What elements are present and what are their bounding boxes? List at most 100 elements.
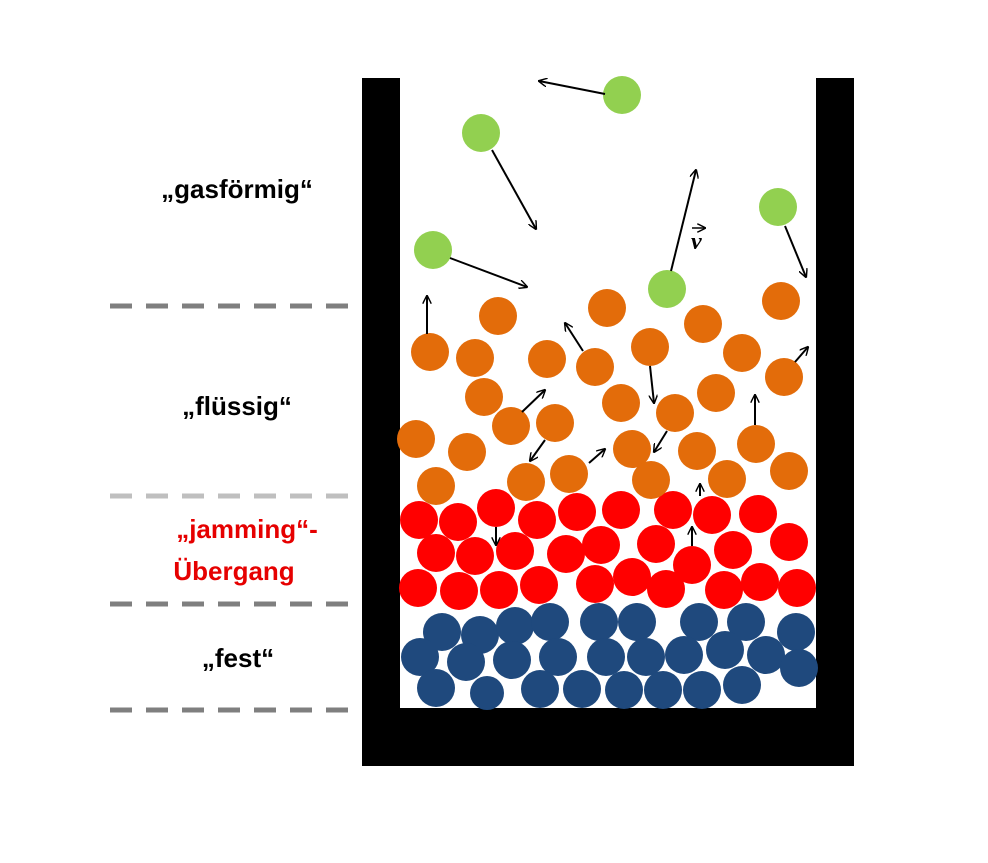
velocity-label: v [691, 229, 702, 255]
solid-particle [470, 676, 504, 710]
gas-velocity-arrow [784, 225, 806, 277]
jamming-particle [547, 535, 585, 573]
liquid-particle [737, 425, 775, 463]
liquid-particle [465, 378, 503, 416]
solid-particle [644, 671, 682, 709]
liquid-particle [678, 432, 716, 470]
liquid-particle [550, 455, 588, 493]
liquid-velocity-arrow [565, 323, 584, 352]
solid-particle [777, 613, 815, 651]
liquid-particle [528, 340, 566, 378]
jamming-particle [770, 523, 808, 561]
jamming-particle [480, 571, 518, 609]
jamming-particle [705, 571, 743, 609]
jamming-particle [440, 572, 478, 610]
jamming-particle [417, 534, 455, 572]
solid-particle [521, 670, 559, 708]
solid-particle [563, 670, 601, 708]
gas-particle [648, 270, 686, 308]
liquid-particle [411, 333, 449, 371]
solid-particle [706, 631, 744, 669]
gas-particle [414, 231, 452, 269]
jamming-particle [637, 525, 675, 563]
container-left-wall [362, 78, 400, 766]
jamming-particle [496, 532, 534, 570]
velocity-arrows [427, 81, 808, 546]
solid-particle [727, 603, 765, 641]
jamming-particle [399, 569, 437, 607]
liquid-particle [632, 461, 670, 499]
jamming-particle [714, 531, 752, 569]
liquid-velocity-arrow [521, 390, 545, 413]
liquid-particle [448, 433, 486, 471]
gas-particle [603, 76, 641, 114]
jamming-particle [477, 489, 515, 527]
label-solid: „fest“ [202, 643, 274, 673]
solid-particle [539, 638, 577, 676]
label-jamming-line2: Übergang [173, 556, 294, 586]
solid-particle [531, 603, 569, 641]
liquid-particle [576, 348, 614, 386]
liquid-particle [684, 305, 722, 343]
label-gas: „gasförmig“ [161, 174, 313, 204]
solid-particle [496, 607, 534, 645]
liquid-particle [631, 328, 669, 366]
solid-particle [447, 643, 485, 681]
liquid-particle [765, 358, 803, 396]
container [362, 78, 854, 766]
gas-velocity-arrow [539, 81, 606, 95]
jamming-particle [778, 569, 816, 607]
liquid-particle [656, 394, 694, 432]
phase-labels: „gasförmig“ „flüssig“ „jamming“- Übergan… [161, 174, 318, 673]
liquid-velocity-arrow [588, 449, 605, 464]
liquid-particle [697, 374, 735, 412]
solid-particle [493, 641, 531, 679]
liquid-particle [762, 282, 800, 320]
liquid-particle [456, 339, 494, 377]
jamming-particle [602, 491, 640, 529]
liquid-velocity-arrow [654, 430, 668, 452]
jamming-particle [647, 570, 685, 608]
solid-particle [587, 638, 625, 676]
solid-particle [627, 638, 665, 676]
solid-particle [780, 649, 818, 687]
liquid-particle [613, 430, 651, 468]
jamming-particle [613, 558, 651, 596]
container-right-wall [816, 78, 854, 766]
jamming-particle [576, 565, 614, 603]
jamming-particle [518, 501, 556, 539]
solid-particle [723, 666, 761, 704]
liquid-particle [417, 467, 455, 505]
gas-velocity-arrow [670, 170, 696, 272]
liquid-particle [723, 334, 761, 372]
liquid-particle [507, 463, 545, 501]
gas-particles [414, 76, 797, 308]
liquid-particle [770, 452, 808, 490]
jamming-particles [399, 489, 816, 610]
liquid-particle [536, 404, 574, 442]
liquid-velocity-arrow [530, 439, 546, 461]
phase-dividers [110, 303, 362, 713]
liquid-particle [602, 384, 640, 422]
liquid-particle [492, 407, 530, 445]
jamming-particle [739, 495, 777, 533]
solid-particle [665, 636, 703, 674]
liquid-particle [588, 289, 626, 327]
jamming-particle [741, 563, 779, 601]
label-liquid: „flüssig“ [182, 391, 292, 421]
liquid-particle [397, 420, 435, 458]
jamming-particle [520, 566, 558, 604]
liquid-velocity-arrow [794, 347, 808, 363]
liquid-particle [479, 297, 517, 335]
liquid-velocity-arrow [650, 365, 654, 403]
solid-particle [401, 638, 439, 676]
velocity-symbol: v [691, 228, 705, 255]
solid-particle [423, 613, 461, 651]
jamming-particle [693, 496, 731, 534]
solid-particles [401, 603, 818, 710]
solid-particle [680, 603, 718, 641]
jamming-particle [654, 491, 692, 529]
gas-velocity-arrow [449, 257, 527, 287]
solid-particle [618, 603, 656, 641]
